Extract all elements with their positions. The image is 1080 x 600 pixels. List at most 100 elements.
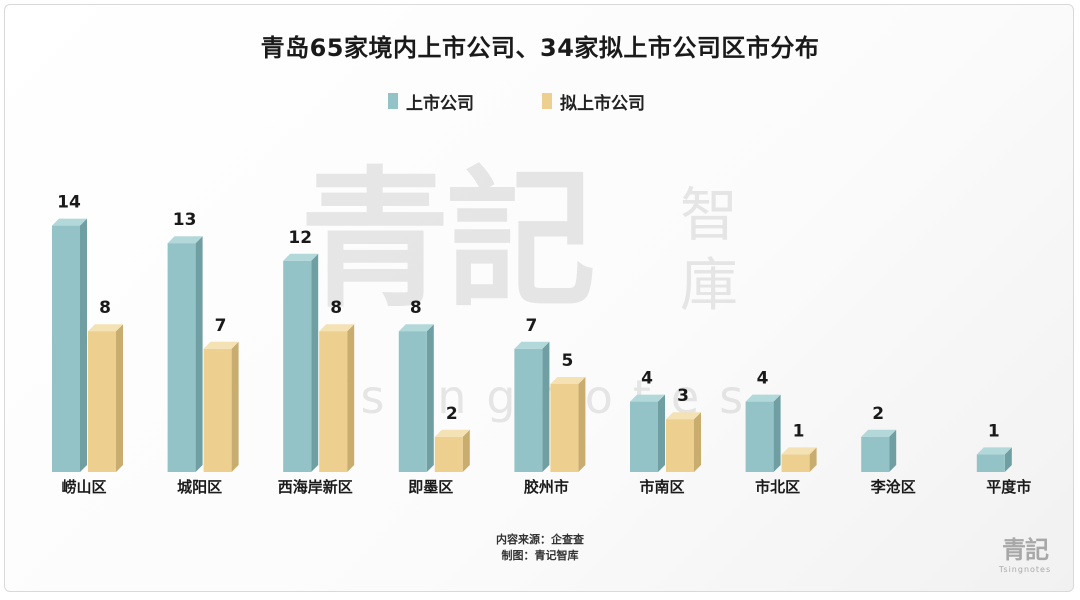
bar-side xyxy=(311,253,319,472)
bar-face xyxy=(630,401,658,472)
bar-top xyxy=(167,236,203,244)
bar-top xyxy=(861,429,897,437)
bar-face xyxy=(398,331,427,472)
data-label-listed-8: 2 xyxy=(872,404,884,424)
legend-swatch-listed xyxy=(388,93,398,109)
bar-top xyxy=(88,324,123,332)
bar-prelisted-7 xyxy=(781,447,817,472)
logo-subtext: Tsingnotes xyxy=(998,565,1052,574)
data-label-listed-5: 7 xyxy=(525,316,537,336)
legend-label-listed: 上市公司 xyxy=(406,93,474,114)
data-label-prelisted-6: 3 xyxy=(677,386,689,406)
data-label-prelisted-1: 8 xyxy=(99,298,111,318)
bar-top xyxy=(976,447,1012,455)
bar-top xyxy=(203,341,239,349)
data-label-listed-6: 4 xyxy=(641,369,653,389)
legend-item-prelisted: 拟上市公司 xyxy=(542,90,645,114)
data-label-listed-2: 13 xyxy=(173,210,197,230)
bar-side xyxy=(80,218,87,472)
bar-face xyxy=(434,436,463,472)
bar-top xyxy=(434,429,470,437)
data-label-listed-7: 4 xyxy=(757,369,769,389)
bar-face xyxy=(666,419,694,472)
chart-legend: 上市公司 拟上市公司 xyxy=(388,90,645,114)
bar-top xyxy=(319,324,355,332)
data-label-listed-3: 12 xyxy=(288,228,312,248)
brand-logo: 青記 Tsingnotes xyxy=(985,530,1065,580)
bar-listed-5 xyxy=(514,341,550,472)
bar-listed-3 xyxy=(283,253,319,472)
bar-prelisted-3 xyxy=(319,324,355,472)
bar-face xyxy=(52,225,80,472)
bar-side xyxy=(195,236,203,472)
x-tick-label-1: 崂山区 xyxy=(61,478,106,496)
bar-listed-7 xyxy=(745,394,781,472)
bar-listed-8 xyxy=(861,429,897,472)
bar-face xyxy=(745,401,774,472)
bar-side xyxy=(809,447,817,472)
bar-top xyxy=(52,218,87,226)
bar-listed-1 xyxy=(52,218,87,472)
bar-listed-4 xyxy=(398,324,434,472)
bar-face xyxy=(781,454,810,472)
bar-top xyxy=(514,341,550,349)
bar-prelisted-5 xyxy=(550,377,586,472)
bar-face xyxy=(319,331,348,472)
bar-listed-6 xyxy=(630,394,665,472)
legend-label-prelisted: 拟上市公司 xyxy=(560,93,645,114)
bar-listed-2 xyxy=(167,236,203,472)
bar-side xyxy=(773,394,781,472)
bar-top xyxy=(398,324,434,332)
bar-side xyxy=(116,324,123,472)
data-label-prelisted-5: 5 xyxy=(561,351,573,371)
bar-face xyxy=(203,348,232,472)
x-tick-label-7: 市北区 xyxy=(755,478,800,496)
bar-side xyxy=(347,324,355,472)
bar-top xyxy=(630,394,665,402)
bar-top xyxy=(666,412,701,420)
bar-face xyxy=(976,454,1005,472)
legend-swatch-prelisted xyxy=(542,93,552,109)
bar-side xyxy=(694,412,701,472)
bar-face xyxy=(514,348,543,472)
chart-title: 青岛65家境内上市公司、34家拟上市公司区市分布 xyxy=(260,34,820,62)
bar-side xyxy=(658,394,665,472)
bar-prelisted-2 xyxy=(203,341,239,472)
bar-face xyxy=(88,331,116,472)
x-tick-label-2: 城阳区 xyxy=(177,478,222,496)
bar-top xyxy=(781,447,817,455)
data-label-listed-1: 14 xyxy=(57,193,81,213)
bar-side xyxy=(1004,447,1012,472)
bar-top xyxy=(283,253,319,261)
x-tick-label-4: 即墨区 xyxy=(408,478,453,496)
credit-line: 制图：青记智库 xyxy=(501,549,579,562)
bar-side xyxy=(231,341,239,472)
data-label-prelisted-4: 2 xyxy=(446,404,458,424)
bar-prelisted-4 xyxy=(434,429,470,472)
bar-side xyxy=(542,341,550,472)
data-label-prelisted-2: 7 xyxy=(215,316,227,336)
x-tick-label-9: 平度市 xyxy=(986,478,1031,496)
logo-mark: 青記 xyxy=(1002,535,1049,564)
bar-face xyxy=(861,436,890,472)
bar-face xyxy=(550,384,579,472)
bar-face xyxy=(283,260,312,472)
x-tick-label-8: 李沧区 xyxy=(870,478,916,496)
bar-top xyxy=(745,394,781,402)
bar-chart: 148崂山区137城阳区128西海岸新区82即墨区75胶州市43市南区41市北区… xyxy=(52,193,1031,496)
source-line: 内容来源：企查查 xyxy=(496,533,584,546)
x-tick-label-6: 市南区 xyxy=(639,478,684,496)
bar-prelisted-6 xyxy=(666,412,701,472)
bar-side xyxy=(578,377,586,472)
bar-top xyxy=(550,377,586,384)
bar-face xyxy=(167,243,196,472)
bar-listed-9 xyxy=(976,447,1012,472)
bar-side xyxy=(462,429,470,472)
data-label-prelisted-3: 8 xyxy=(330,298,342,318)
data-label-listed-9: 1 xyxy=(988,421,1000,441)
bar-prelisted-1 xyxy=(88,324,123,472)
bar-side xyxy=(889,429,897,472)
legend-item-listed: 上市公司 xyxy=(388,90,474,114)
data-label-listed-4: 8 xyxy=(410,298,422,318)
x-tick-label-5: 胶州市 xyxy=(524,478,569,496)
